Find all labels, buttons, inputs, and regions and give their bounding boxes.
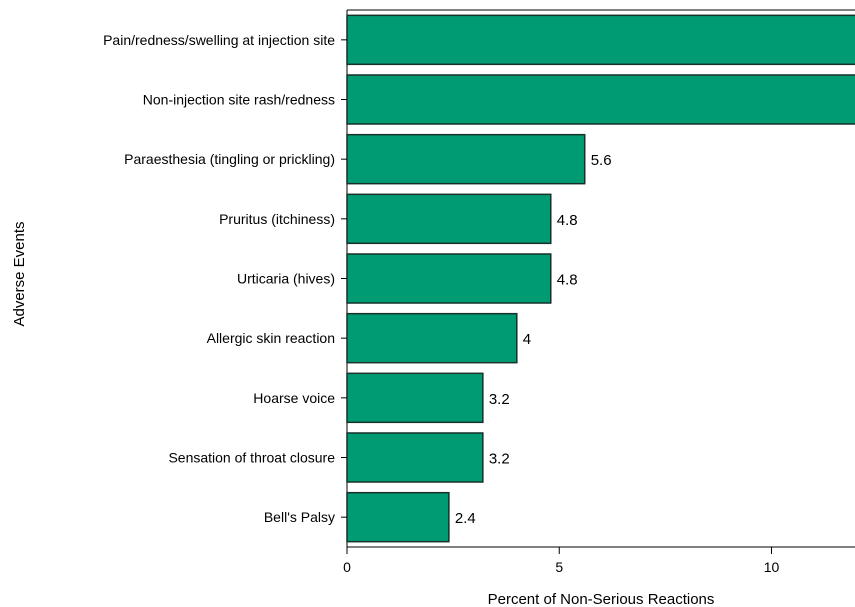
value-label: 5.6 — [591, 152, 612, 169]
value-labels-group: 21.614.45.64.84.843.23.22.4 — [455, 152, 612, 527]
category-label: Pruritus (itchiness) — [219, 211, 335, 227]
value-label: 4 — [523, 331, 531, 348]
bar — [346, 432, 484, 483]
value-label: 3.2 — [489, 391, 510, 408]
value-label: 4.8 — [557, 212, 578, 229]
x-axis-title: Percent of Non-Serious Reactions — [488, 591, 715, 607]
x-axis-group: 05101520 — [343, 547, 780, 575]
bar — [346, 14, 855, 66]
category-label: Pain/redness/swelling at injection site — [103, 32, 335, 48]
x-tick-label: 0 — [343, 559, 351, 575]
x-tick-label: 10 — [764, 559, 780, 575]
category-label: Non-injection site rash/redness — [143, 92, 335, 108]
value-label: 3.2 — [489, 451, 510, 468]
category-label: Paraesthesia (tingling or prickling) — [124, 151, 335, 167]
bar — [346, 253, 552, 304]
bar — [346, 372, 484, 424]
bar — [346, 74, 855, 125]
category-label: Urticaria (hives) — [237, 271, 335, 287]
y-axis-title: Adverse Events — [11, 221, 28, 326]
category-labels-group: Pain/redness/swelling at injection site N… — [103, 32, 347, 525]
bar — [346, 193, 552, 245]
category-label: Bell's Palsy — [264, 509, 335, 525]
bar — [346, 491, 450, 543]
category-label: Sensation of throat closure — [168, 450, 335, 466]
bar — [346, 133, 586, 185]
category-label: Hoarse voice — [253, 390, 335, 406]
bar — [346, 312, 518, 364]
bars-group — [346, 14, 855, 543]
value-label: 2.4 — [455, 510, 476, 527]
value-label: 4.8 — [557, 272, 578, 289]
x-tick-label: 5 — [555, 559, 563, 575]
category-label: Allergic skin reaction — [207, 330, 335, 346]
